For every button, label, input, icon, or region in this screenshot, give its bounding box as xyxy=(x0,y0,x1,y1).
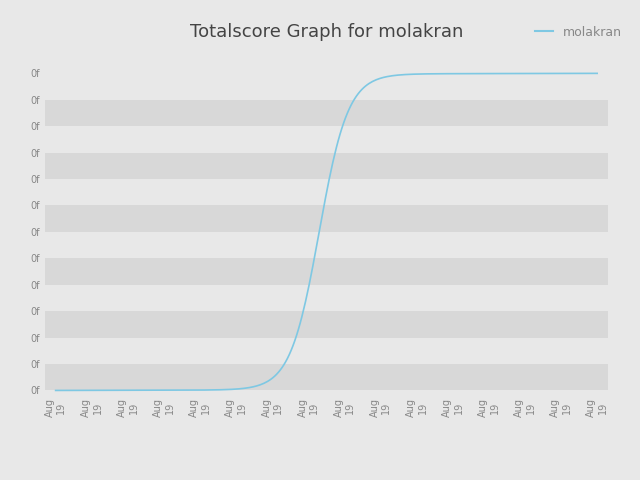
molakran xyxy=(593,71,601,76)
molakran xyxy=(52,387,60,393)
molakran xyxy=(543,71,550,76)
Legend: molakran: molakran xyxy=(530,21,627,44)
Bar xyxy=(45,100,608,126)
Bar xyxy=(45,337,608,364)
molakran xyxy=(372,77,380,83)
Bar xyxy=(45,179,608,205)
Bar xyxy=(45,205,608,232)
Bar xyxy=(45,364,608,390)
Bar xyxy=(45,285,608,311)
molakran xyxy=(508,71,516,76)
Bar xyxy=(45,232,608,258)
molakran xyxy=(54,387,61,393)
Bar xyxy=(45,126,608,153)
Title: Totalscore Graph for molakran: Totalscore Graph for molakran xyxy=(189,23,463,41)
molakran xyxy=(374,76,382,82)
Bar xyxy=(45,258,608,285)
Bar xyxy=(45,153,608,179)
Bar xyxy=(45,311,608,337)
Line: molakran: molakran xyxy=(56,73,597,390)
Bar xyxy=(45,73,608,100)
molakran xyxy=(383,74,391,80)
